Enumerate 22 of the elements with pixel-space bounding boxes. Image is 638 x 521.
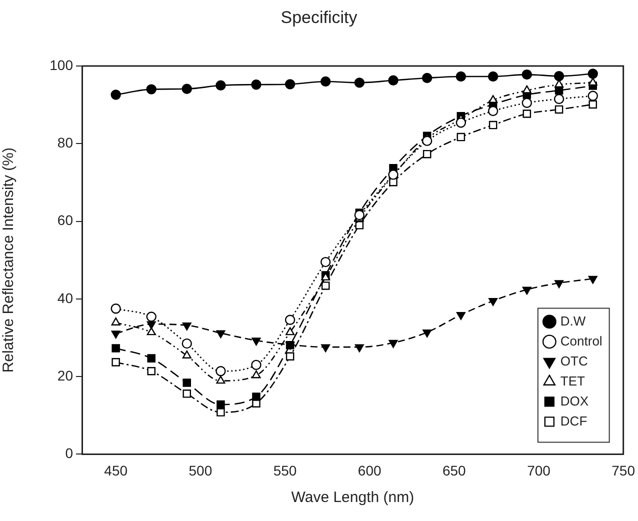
y-tick-label: 60 (57, 212, 74, 228)
legend-label: D.W (560, 313, 586, 328)
x-axis-title: Wave Length (nm) (291, 489, 414, 506)
x-tick-label: 450 (104, 462, 128, 478)
x-tick-label: 550 (273, 462, 297, 478)
y-tick-label: 100 (50, 56, 74, 73)
x-tick-label: 750 (612, 462, 636, 478)
x-tick-label: 500 (188, 462, 212, 478)
legend-label: TET (560, 373, 586, 388)
chart-title: Specificity (280, 8, 358, 28)
legend-label: DOX (560, 393, 589, 408)
y-tick-label: 80 (57, 134, 74, 150)
y-tick-label: 20 (57, 367, 74, 384)
y-tick-label: 40 (57, 290, 74, 306)
y-tick-label: 0 (65, 445, 74, 462)
legend-label: Control (560, 333, 602, 348)
legend-label: OTC (560, 353, 588, 368)
x-tick-label: 600 (358, 462, 382, 478)
x-tick-label: 650 (442, 462, 466, 478)
y-axis-title: Relative Reflectance Intensity (%) (0, 148, 18, 373)
legend-label: DCF (560, 413, 588, 428)
x-tick-label: 700 (527, 462, 551, 478)
